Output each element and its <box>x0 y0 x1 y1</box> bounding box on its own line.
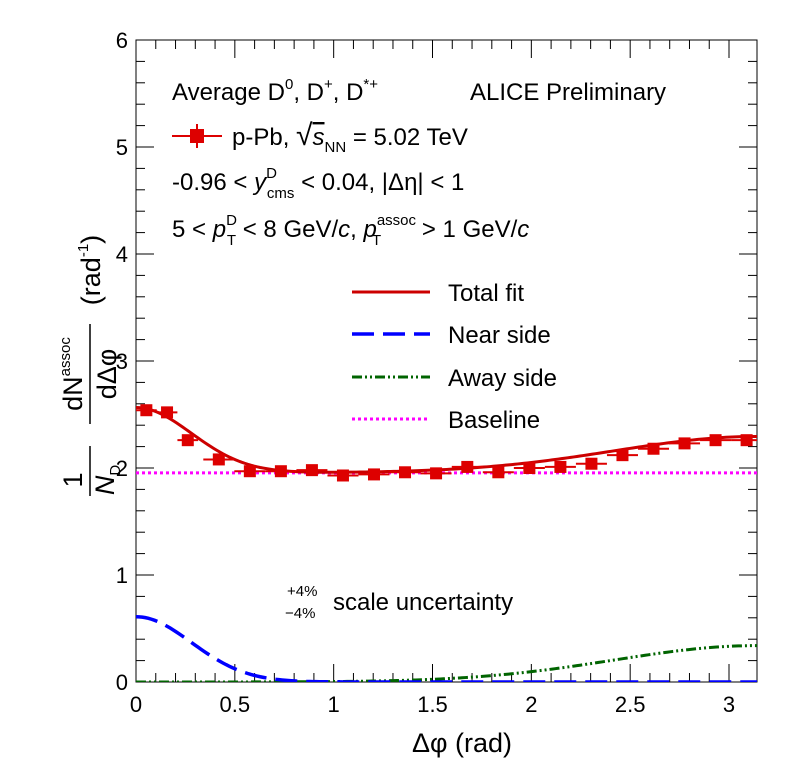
near-side-curve <box>136 614 757 682</box>
data-point <box>637 442 670 455</box>
data-point <box>669 437 701 450</box>
data-point <box>451 460 483 473</box>
svg-text:dNassoc: dNassoc <box>57 337 88 411</box>
y-tick-label: 1 <box>116 563 128 588</box>
data-point <box>482 466 514 479</box>
legend-total-label: Total fit <box>448 280 524 307</box>
data-point <box>606 449 638 462</box>
x-tick-label: 0 <box>130 692 142 717</box>
x-tick-label: 2.5 <box>615 692 646 717</box>
data-points <box>136 404 757 482</box>
y-tick-labels: 0 1 2 3 4 5 6 <box>116 28 128 695</box>
legend-baseline-label: Baseline <box>448 407 540 434</box>
data-point <box>177 434 199 447</box>
data-point <box>544 460 576 473</box>
y-tick-label: 6 <box>116 28 128 53</box>
y-tick-label: 5 <box>116 135 128 160</box>
data-point <box>156 406 178 419</box>
x-tick-label: 1 <box>328 692 340 717</box>
total-fit-curve <box>136 406 757 474</box>
data-point <box>136 404 157 417</box>
svg-text:ND: ND <box>90 465 124 496</box>
data-point <box>513 462 545 474</box>
y-tick-label: 0 <box>116 670 128 695</box>
y-tick-label: 2 <box>116 456 128 481</box>
data-point <box>327 469 359 482</box>
x-tick-label: 3 <box>723 692 735 717</box>
collision-system-text: p-Pb, √sNN = 5.02 TeV <box>232 119 468 156</box>
axis-ticks <box>135 39 757 683</box>
data-series-legend-marker <box>172 124 222 148</box>
particle-species-text: Average D0, D+, D*+ <box>172 76 378 106</box>
legend: Total fit Near side Away side Baseline <box>352 280 557 434</box>
x-tick-label: 2 <box>525 692 537 717</box>
legend-away-label: Away side <box>448 365 557 392</box>
y-axis-title: 1 ND dNassoc dΔφ (rad-1) <box>57 235 124 496</box>
scale-uncertainty-minus: −4% <box>285 605 315 622</box>
data-point <box>265 465 297 478</box>
data-point <box>203 453 235 466</box>
x-axis-title: Δφ (rad) <box>412 728 512 758</box>
data-point <box>234 465 266 478</box>
pt-cut-text: 5 < pD T < 8 GeV/c, passoc T > 1 GeV/c <box>172 212 529 249</box>
x-tick-label: 0.5 <box>220 692 251 717</box>
data-point <box>358 468 390 481</box>
data-point <box>420 467 452 480</box>
svg-text:(rad-1): (rad-1) <box>75 235 106 305</box>
away-side-curve <box>136 644 757 682</box>
scale-uncertainty-plus: +4% <box>287 583 317 600</box>
rapidity-cut-text: -0.96 < yD cms < 0.04, |Δη| < 1 <box>172 165 464 202</box>
data-point <box>731 434 757 447</box>
x-tick-labels: 0 0.5 1 1.5 2 2.5 3 <box>130 692 735 717</box>
legend-near-label: Near side <box>448 322 551 349</box>
x-tick-label: 1.5 <box>417 692 448 717</box>
svg-text:dΔφ: dΔφ <box>92 349 122 400</box>
data-point <box>700 434 732 447</box>
scale-uncertainty-text: scale uncertainty <box>333 589 513 616</box>
y-tick-label: 3 <box>116 349 128 374</box>
data-point <box>389 466 421 479</box>
data-point <box>575 457 607 470</box>
svg-text:1: 1 <box>58 472 88 487</box>
preliminary-label: ALICE Preliminary <box>470 79 666 106</box>
y-tick-label: 4 <box>116 242 128 267</box>
data-point <box>296 464 328 477</box>
